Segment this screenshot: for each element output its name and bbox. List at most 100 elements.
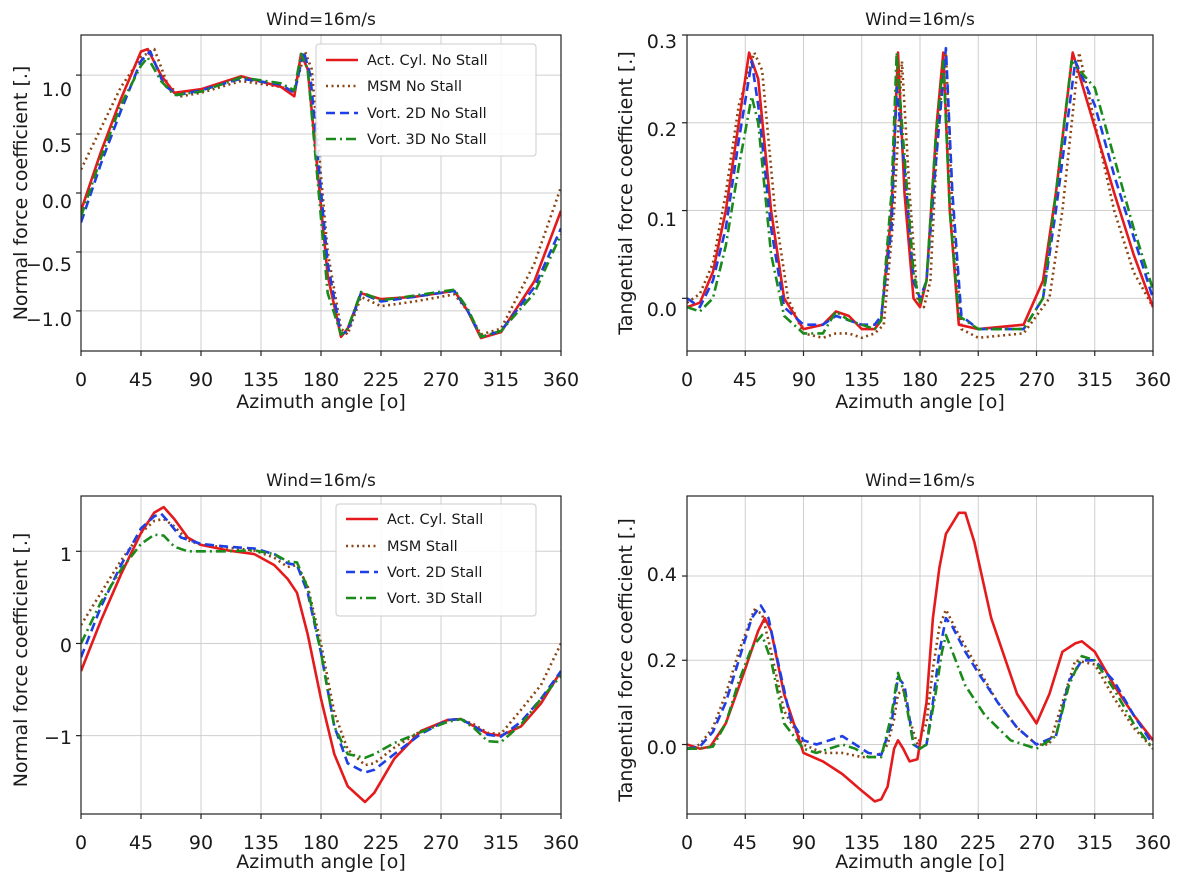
x-tick-label: 135 [243,832,279,854]
x-tick-label: 135 [844,832,880,854]
x-tick-label: 270 [423,369,459,391]
x-tick-label: 270 [1019,369,1055,391]
x-tick-label: 0 [75,832,87,854]
legend-box [315,43,537,157]
series-line-msm [687,608,1153,759]
x-tick-label: 0 [681,369,693,391]
plot-area [682,34,1154,356]
series-line-msm [687,51,1153,340]
x-tick-label: 45 [733,369,757,391]
legend-label: Vort. 3D No Stall [367,132,487,148]
plot-frame [80,495,562,815]
x-tick-label: 225 [363,369,399,391]
plot-frame [686,34,1154,352]
x-tick-label: 180 [303,832,339,854]
x-axis-label: Azimuth angle [o] [835,391,1005,413]
panel-tangential-stall: Wind=16m/s Tangential force coefficient … [615,471,1171,873]
x-tick-label: 180 [303,369,339,391]
y-tick-label: 1.0 [42,79,72,101]
y-tick-label: 0.3 [647,31,677,53]
panel-title: Wind=16m/s [266,10,376,30]
plot-area [682,495,1154,819]
y-tick-label: 0.2 [647,119,677,141]
x-tick-label: 270 [423,832,459,854]
x-tick-label: 225 [960,832,996,854]
x-tick-label: 135 [844,369,880,391]
x-tick-label: 90 [792,832,816,854]
y-tick-label: 0 [60,635,72,657]
x-tick-label: 45 [129,369,153,391]
legend-label: Act. Cyl. No Stall [367,53,488,69]
legend-label: MSM No Stall [367,79,462,95]
panel-normal-no-stall: Wind=16m/s Normal force coefficient [.] … [10,10,579,413]
x-tick-label: 90 [189,369,213,391]
series-group [81,47,561,340]
x-tick-label: 90 [792,369,816,391]
x-tick-label: 360 [543,832,579,854]
legend: Act. Cyl. No Stall MSM No Stall Vort. 2D… [315,43,537,157]
series-line-act-cyl [687,511,1153,803]
y-tick-label: 1 [60,544,72,566]
legend: Act. Cyl. Stall MSM Stall Vort. 2D Stall… [335,503,537,617]
y-tick-label: 0.0 [647,299,677,321]
x-axis-label: Azimuth angle [o] [236,391,406,413]
x-tick-label: 225 [960,369,996,391]
x-tick-label: 135 [243,369,279,391]
x-tick-label: 0 [75,369,87,391]
x-tick-label: 360 [543,369,579,391]
x-tick-label: 225 [363,832,399,854]
y-axis-label: Normal force coefficient [.] [10,66,32,321]
x-tick-label: 180 [902,369,938,391]
series-group [687,46,1153,340]
legend-box [335,503,537,617]
legend-label: Vort. 2D No Stall [367,106,487,122]
series-line-vort-3d [81,533,561,760]
x-tick-label: 0 [681,832,693,854]
y-tick-label: 0.0 [42,191,72,213]
x-tick-label: 90 [189,832,213,854]
x-tick-label: 315 [483,832,519,854]
x-tick-label: 45 [733,832,757,854]
y-tick-label: −1 [44,727,72,749]
y-tick-label: −1.0 [26,309,72,331]
x-tick-label: 270 [1019,832,1055,854]
plot-frame [80,34,562,352]
series-group [81,505,561,804]
x-tick-label: 360 [1135,369,1171,391]
x-tick-label: 180 [902,832,938,854]
plot-frame [686,495,1154,815]
series-line-vort-2d [687,604,1153,757]
y-tick-label: 0.5 [42,135,72,157]
x-axis-label: Azimuth angle [o] [835,851,1005,873]
y-tick-label: 0.0 [647,737,677,759]
y-tick-label: 0.1 [647,209,677,231]
panel-title: Wind=16m/s [865,10,975,30]
x-tick-label: 45 [129,832,153,854]
panel-tangential-no-stall: Wind=16m/s Tangential force coefficient … [615,10,1171,413]
series-line-vort-2d [687,46,1153,331]
y-tick-label: 0.2 [647,650,677,672]
x-tick-label: 360 [1135,832,1171,854]
panel-normal-stall: Wind=16m/s Normal force coefficient [.] … [10,471,579,873]
x-tick-label: 315 [483,369,519,391]
x-axis-label: Azimuth angle [o] [236,851,406,873]
series-group [687,511,1153,803]
x-tick-label: 315 [1077,369,1113,391]
y-axis-label: Tangential force coefficient [.] [615,51,637,335]
y-axis-label: Tangential force coefficient [.] [615,518,637,802]
legend-label: MSM Stall [387,539,458,555]
series-line-vort-3d [687,51,1153,335]
plot-area [76,495,562,819]
y-tick-label: −0.5 [26,254,72,276]
legend-label: Vort. 3D Stall [387,591,482,607]
legend-label: Vort. 2D Stall [387,565,482,581]
series-line-act-cyl [687,51,1153,331]
y-axis-label: Normal force coefficient [.] [10,533,32,788]
panel-title: Wind=16m/s [865,471,975,491]
panel-title: Wind=16m/s [266,471,376,491]
series-line-vort-3d [687,633,1153,759]
x-tick-label: 315 [1077,832,1113,854]
legend-label: Act. Cyl. Stall [387,512,483,528]
y-tick-label: 0.4 [647,564,677,586]
